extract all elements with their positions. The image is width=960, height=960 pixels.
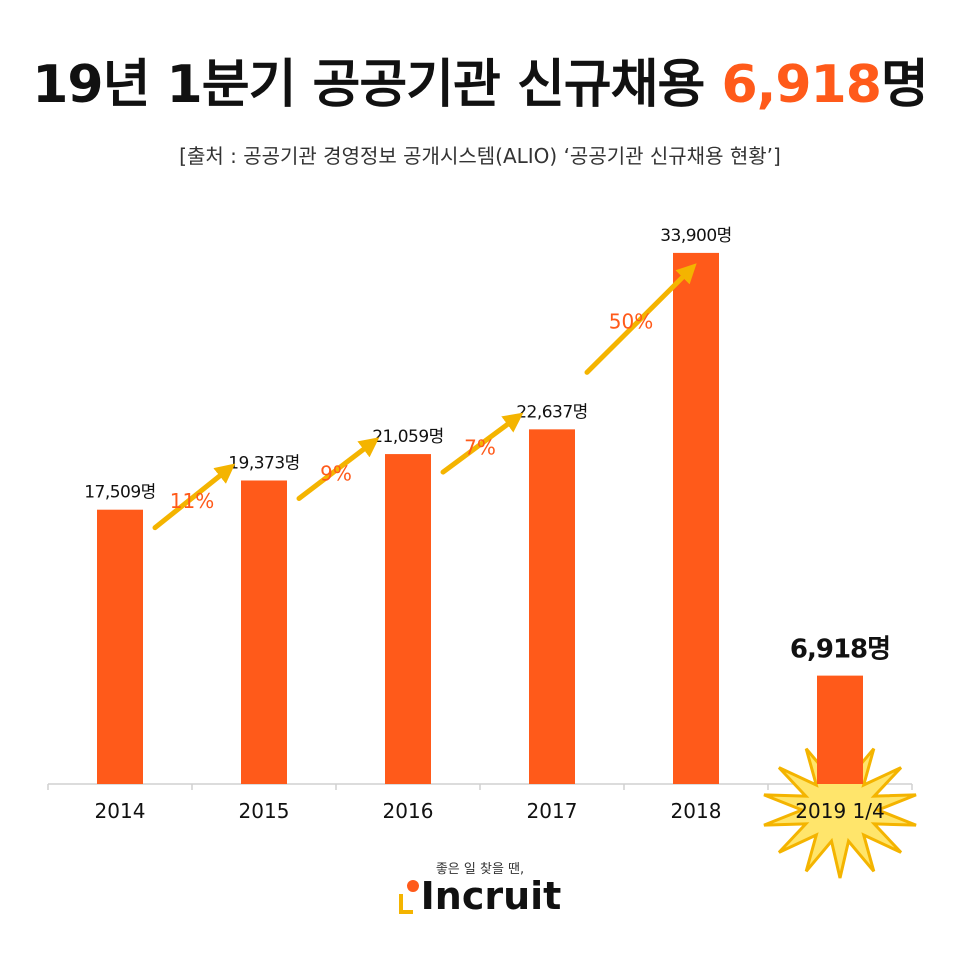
growth-arrow	[440, 412, 524, 475]
data-label: 19,373명	[228, 453, 300, 473]
growth-arrow	[584, 263, 697, 375]
growth-label: 7%	[464, 436, 496, 460]
starburst-highlight	[763, 741, 917, 879]
bar-2016	[385, 454, 431, 784]
title-suffix: 명	[880, 55, 929, 115]
logo-dot-icon	[406, 880, 419, 892]
x-tick-label: 2014	[95, 799, 146, 823]
growth-label: 9%	[320, 461, 352, 485]
brand-tagline: 좋은 일 찾을 땐,	[435, 862, 525, 877]
x-tick-label: 2016	[383, 799, 434, 823]
bar-2014	[97, 509, 143, 784]
data-label: 33,900명	[660, 226, 732, 246]
source-note: [출처 : 공공기관 경영정보 공개시스템(ALIO) ‘공공기관 신규채용 현…	[179, 144, 781, 168]
growth-arrow	[296, 437, 380, 501]
growth-label: 11%	[170, 489, 214, 513]
title-accent: 6,918	[721, 55, 881, 115]
growth-arrow	[152, 463, 236, 531]
x-tick-label: 2018	[671, 799, 722, 823]
growth-label: 50%	[609, 310, 653, 334]
x-tick-label: 2015	[239, 799, 290, 823]
data-label: 21,059명	[372, 427, 444, 447]
bar-2015	[241, 480, 287, 784]
brand-logo: Incruit	[0, 874, 960, 918]
logo-bracket-icon	[398, 894, 413, 914]
x-tick-label: 2017	[527, 799, 578, 823]
bar-2018	[673, 252, 719, 784]
data-label: 6,918명	[790, 635, 890, 665]
title-main: 19년 1분기 공공기관 신규채용	[32, 55, 722, 115]
logo-text: Incruit	[420, 874, 562, 918]
x-tick-label: 2019 1/4	[795, 799, 884, 823]
bar-2017	[529, 429, 575, 784]
bar-2019-1-4	[817, 675, 863, 784]
data-label: 17,509명	[84, 483, 156, 503]
data-label: 22,637명	[516, 402, 588, 422]
page-title: 19년 1분기 공공기관 신규채용 6,918명	[0, 42, 960, 117]
